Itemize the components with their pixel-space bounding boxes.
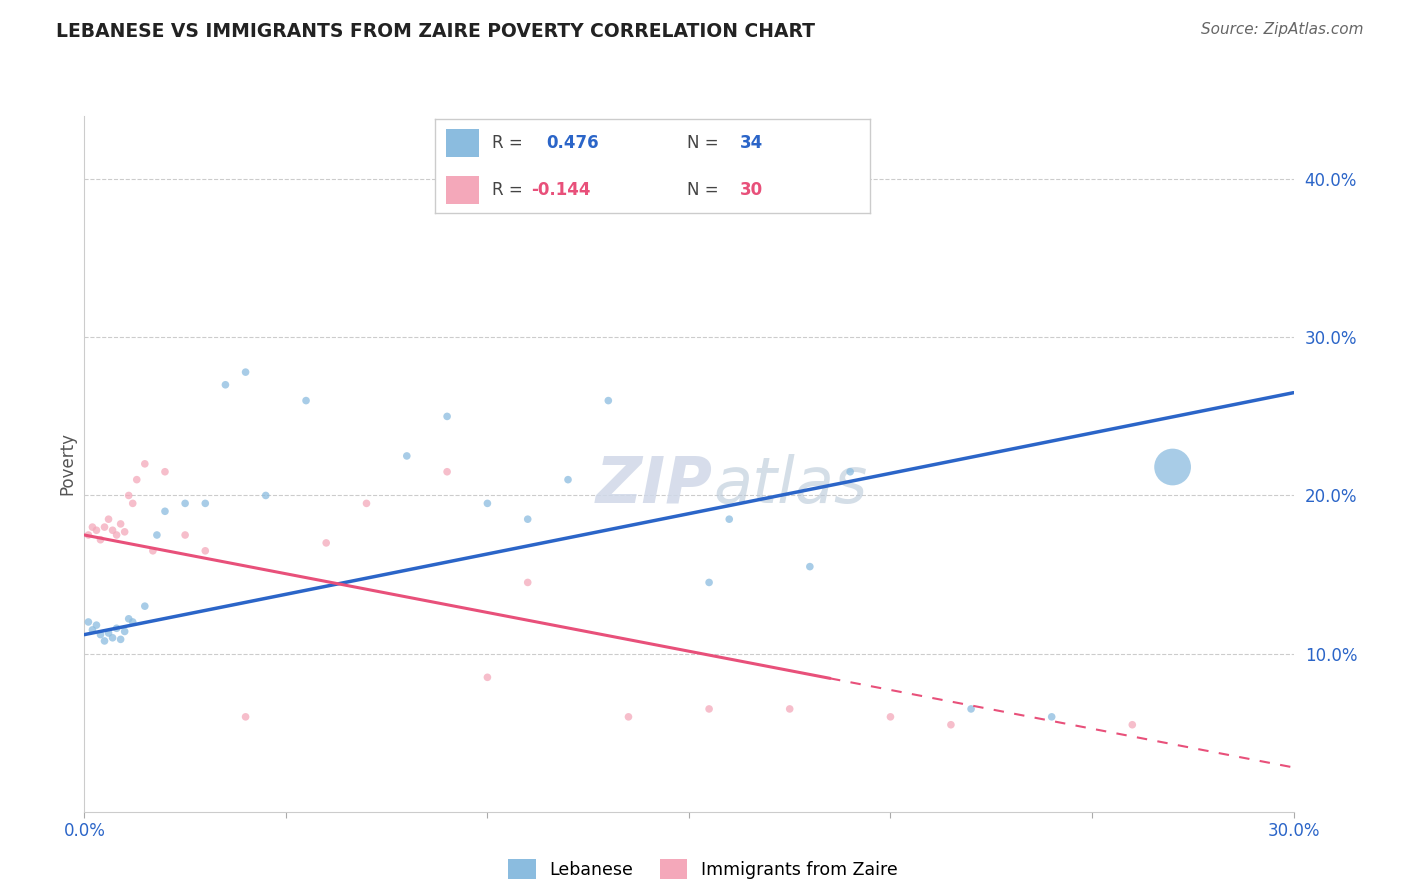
Point [395,449,418,463]
Point [1121,717,1143,731]
Point [82,623,104,637]
Point [254,488,277,502]
Point [879,710,901,724]
Point [93,520,115,534]
Point [477,670,499,684]
Point [105,528,128,542]
Point [93,634,115,648]
Point [134,599,156,614]
Point [134,457,156,471]
Point [960,702,983,716]
Point [174,528,197,542]
Point [97,626,120,640]
Point [697,702,720,716]
Point [697,575,720,590]
Point [110,516,132,531]
Point [516,512,538,526]
Point [101,523,124,537]
Point [146,528,169,542]
Point [110,632,132,647]
Text: Source: ZipAtlas.com: Source: ZipAtlas.com [1201,22,1364,37]
Point [516,575,538,590]
Point [598,393,620,408]
Point [436,465,458,479]
Point [557,473,579,487]
Text: atlas: atlas [713,454,868,516]
Text: LEBANESE VS IMMIGRANTS FROM ZAIRE POVERTY CORRELATION CHART: LEBANESE VS IMMIGRANTS FROM ZAIRE POVERT… [56,22,815,41]
Point [77,615,100,629]
Point [121,615,143,629]
Text: ZIP: ZIP [596,454,713,516]
Point [235,710,257,724]
Point [1040,710,1063,724]
Point [235,365,257,379]
Point [214,377,236,392]
Point [799,559,821,574]
Point [101,631,124,645]
Point [121,496,143,510]
Point [114,624,136,639]
Point [839,465,862,479]
Point [194,543,217,558]
Point [436,409,458,424]
Point [153,504,176,518]
Point [77,528,100,542]
Point [1161,460,1184,475]
Point [356,496,378,510]
Point [105,621,128,635]
Point [125,473,148,487]
Point [114,524,136,539]
Point [118,488,141,502]
Point [86,618,108,632]
Point [718,512,741,526]
Point [194,496,217,510]
Point [86,523,108,537]
Point [315,536,337,550]
Point [174,496,197,510]
Point [89,533,111,547]
Point [89,627,111,641]
Point [617,710,640,724]
Point [939,717,962,731]
Point [118,612,141,626]
Point [97,512,120,526]
Point [153,465,176,479]
Point [477,496,499,510]
Point [779,702,801,716]
Y-axis label: Poverty: Poverty [58,433,76,495]
Point [295,393,318,408]
Point [82,520,104,534]
Point [142,543,165,558]
Legend: Lebanese, Immigrants from Zaire: Lebanese, Immigrants from Zaire [508,859,898,879]
